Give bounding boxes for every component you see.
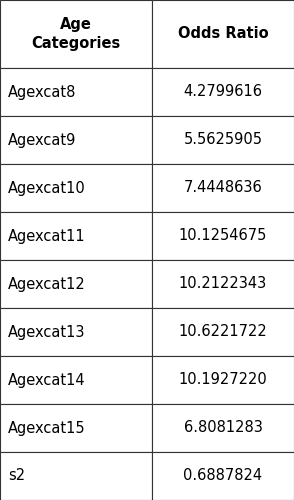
Text: 10.6221722: 10.6221722 [179, 324, 267, 340]
Text: Agexcat10: Agexcat10 [8, 180, 86, 196]
Text: Agexcat15: Agexcat15 [8, 420, 86, 436]
Text: 10.1254675: 10.1254675 [179, 228, 267, 244]
Bar [0, 308, 152, 356]
Text: 10.1927220: 10.1927220 [179, 372, 267, 388]
Bar [152, 404, 294, 452]
Text: Agexcat11: Agexcat11 [8, 228, 86, 244]
Text: Agexcat8: Agexcat8 [8, 84, 76, 100]
Bar [0, 404, 152, 452]
Bar [0, 68, 152, 116]
Bar [0, 0, 152, 68]
Bar [0, 356, 152, 404]
Text: Agexcat9: Agexcat9 [8, 132, 76, 148]
Bar [0, 260, 152, 308]
Text: Agexcat12: Agexcat12 [8, 276, 86, 291]
Bar [0, 116, 152, 164]
Bar [152, 356, 294, 404]
Text: 5.5625905: 5.5625905 [183, 132, 263, 148]
Text: Age
Categories: Age Categories [31, 17, 121, 51]
Bar [152, 68, 294, 116]
Text: 7.4448636: 7.4448636 [184, 180, 262, 196]
Text: 0.6887824: 0.6887824 [183, 468, 263, 483]
Bar [152, 452, 294, 500]
Text: 10.2122343: 10.2122343 [179, 276, 267, 291]
Text: s2: s2 [8, 468, 25, 483]
Bar [0, 164, 152, 212]
Text: Agexcat14: Agexcat14 [8, 372, 86, 388]
Bar [0, 212, 152, 260]
Text: 4.2799616: 4.2799616 [183, 84, 263, 100]
Bar [152, 164, 294, 212]
Text: Agexcat13: Agexcat13 [8, 324, 86, 340]
Bar [152, 308, 294, 356]
Bar [152, 212, 294, 260]
Bar [152, 0, 294, 68]
Text: 6.8081283: 6.8081283 [183, 420, 263, 436]
Bar [152, 116, 294, 164]
Text: Odds Ratio: Odds Ratio [178, 26, 268, 42]
Bar [0, 452, 152, 500]
Bar [152, 260, 294, 308]
